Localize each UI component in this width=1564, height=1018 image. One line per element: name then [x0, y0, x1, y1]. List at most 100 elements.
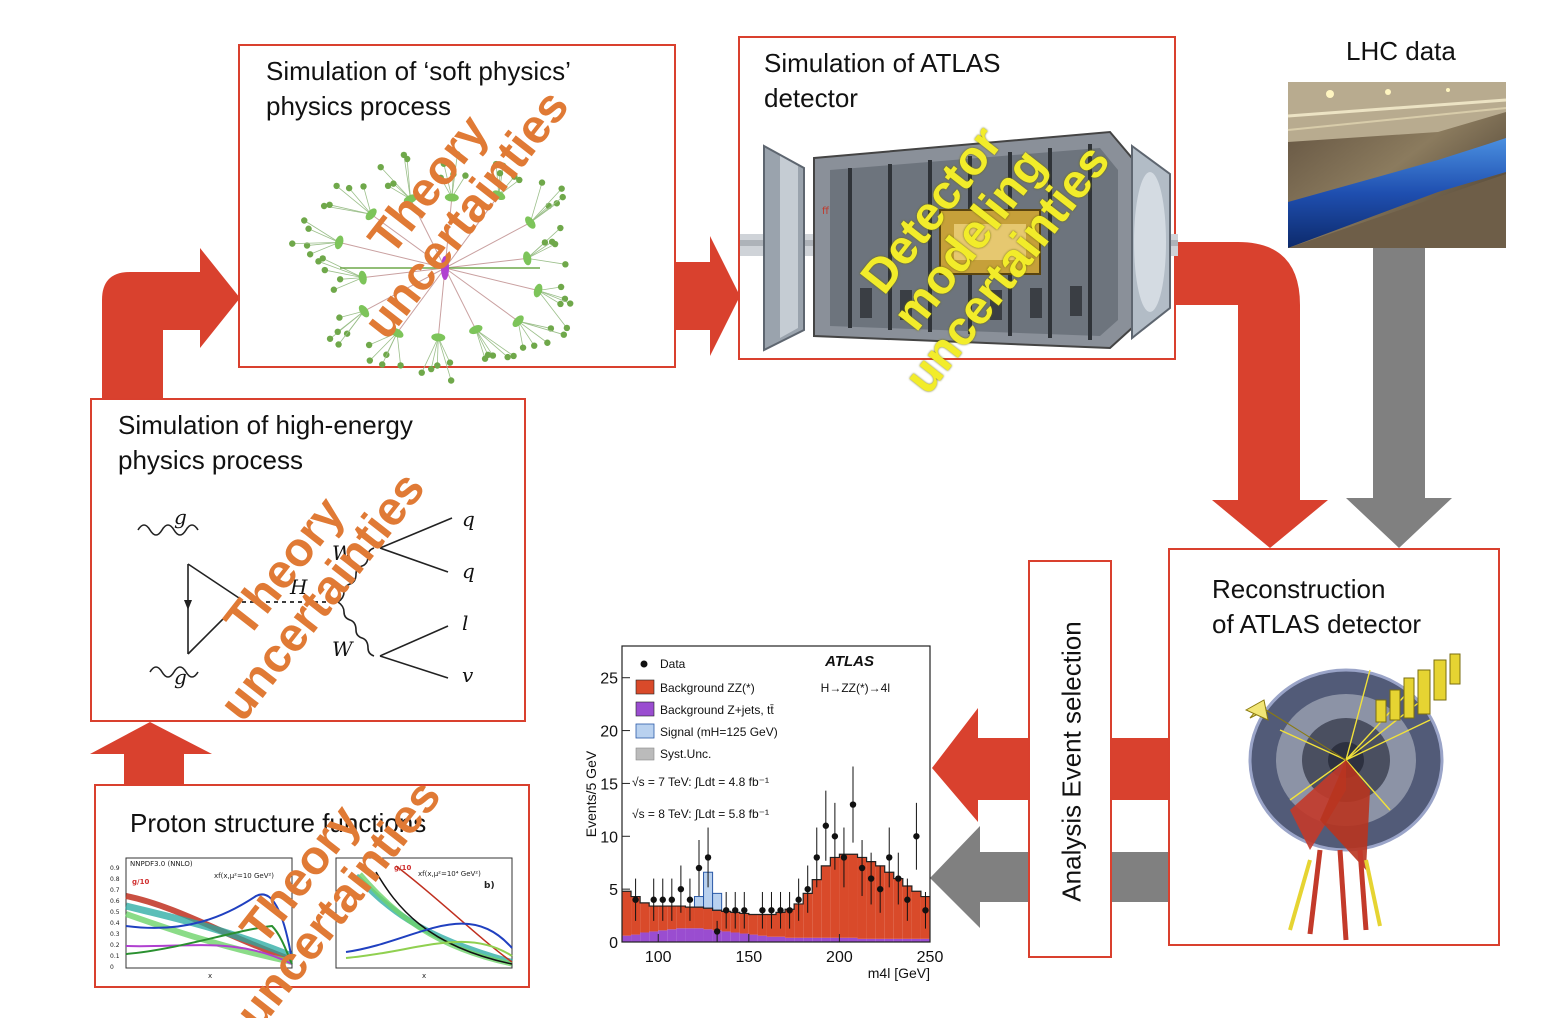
shower-leaf — [560, 331, 568, 338]
shower-leaf — [360, 183, 367, 190]
bar-bkg-zjets — [866, 938, 876, 942]
bar-bkg-zjets — [821, 937, 831, 942]
xtick-label: 150 — [735, 949, 762, 966]
soft-physics-title: Simulation of ‘soft physics’ physics pro… — [266, 54, 571, 124]
shower-leaf — [334, 328, 341, 336]
high-energy-title: Simulation of high-energy physics proces… — [118, 408, 413, 478]
shower-leaf — [541, 239, 549, 246]
analysis-title: Analysis Event selection — [1056, 621, 1087, 902]
shower-twig — [537, 290, 568, 329]
pdf-right-tag: b) — [484, 881, 495, 891]
shower-leaf — [437, 174, 445, 182]
bar-bkg-zjets — [748, 934, 758, 942]
shower-twig — [309, 241, 340, 255]
bar-bkg-zjets — [884, 938, 894, 942]
bar-bkg-zjets — [730, 932, 740, 942]
bkg-outline — [622, 853, 930, 916]
shower-twig — [537, 290, 561, 305]
shower-twig — [527, 257, 566, 265]
label-W-bottom: W — [332, 637, 354, 661]
shower-vertex — [431, 333, 446, 342]
pdf-left-ytick: 0 — [110, 964, 114, 971]
shower-leaf — [492, 160, 500, 168]
parton-shower-graph — [289, 151, 574, 384]
data-point — [840, 854, 848, 861]
shower-leaf — [301, 217, 308, 224]
flow-arrow-analysis-to-plot-gray — [930, 826, 1028, 928]
label-g-top: g — [174, 505, 187, 529]
shower-leaf — [496, 170, 504, 177]
data-point — [904, 896, 911, 903]
bar-bkg-zjets — [658, 930, 668, 942]
shower-leaf — [306, 251, 314, 258]
legend-bkg-zz-swatch — [635, 679, 655, 695]
shower-leaf — [390, 180, 397, 187]
bar-bkg-zjets — [757, 935, 767, 942]
bar-signal — [693, 896, 705, 908]
data-point — [732, 907, 739, 914]
pdf-left-g10: g/10 — [132, 878, 149, 886]
shower-twig — [517, 320, 548, 344]
data-point — [786, 907, 793, 914]
shower-leaf — [519, 344, 527, 351]
shower-twig — [333, 277, 363, 291]
bar-bkg-zjets — [622, 935, 632, 942]
shower-vertex — [469, 325, 483, 335]
data-point — [759, 907, 766, 914]
ytick-label: 5 — [609, 882, 618, 899]
shower-branch — [444, 257, 528, 269]
shower-leaf — [557, 224, 564, 232]
shower-twig — [527, 241, 553, 259]
flow-arrow-analysis-to-plot-red — [932, 708, 1028, 822]
shower-leaf — [516, 176, 523, 184]
shower-vertex — [403, 194, 418, 204]
shower-leaf — [481, 355, 489, 362]
pdf-left-ytick: 0.1 — [110, 953, 120, 960]
shower-leaf — [345, 184, 353, 192]
shower-twig — [381, 332, 398, 365]
shower-leaf — [303, 242, 311, 249]
shower-leaf — [400, 151, 408, 159]
shower-leaf — [384, 182, 392, 190]
flow-arrow-proton-to-highenergy — [90, 722, 212, 786]
shower-leaf — [330, 286, 338, 293]
bar-bkg-zjets — [776, 936, 786, 942]
soft-physics-title-line2: physics process — [266, 91, 451, 121]
shower-twig — [475, 329, 494, 356]
bar-signal — [712, 892, 723, 911]
shower-twig — [495, 164, 500, 196]
ytick-label: 10 — [600, 829, 618, 846]
shower-twig — [337, 310, 365, 333]
shower-twig — [304, 220, 340, 243]
legend-bkg-zjets-swatch — [635, 701, 655, 717]
shower-branch — [362, 267, 446, 279]
gluon-top — [137, 524, 199, 536]
shower-twig — [530, 196, 563, 223]
w-bottom — [337, 601, 375, 657]
shower-vertex — [523, 251, 532, 266]
xtick-label: 200 — [826, 949, 853, 966]
bar-bkg-zz — [893, 878, 903, 939]
shower-twig — [406, 158, 411, 200]
pdf-right-g10: g/10 — [394, 864, 411, 872]
bar-bkg-zz — [640, 902, 650, 933]
shower-vertex — [492, 190, 506, 201]
data-point — [804, 885, 811, 893]
shower-vertex — [358, 270, 367, 285]
shower-vertex — [365, 208, 377, 221]
bar-bkg-zjets — [875, 938, 885, 942]
flow-arrow-reco-to-analysis-gray — [1112, 852, 1168, 902]
shower-leaf — [377, 163, 384, 171]
shower-twig — [443, 163, 453, 198]
shower-leaf — [531, 342, 538, 349]
shower-twig — [437, 337, 452, 381]
shower-vertex — [390, 327, 404, 338]
bar-bkg-zjets — [920, 938, 930, 942]
shower-leaf — [440, 160, 448, 167]
flow-arrow-soft-to-atlas — [676, 236, 740, 356]
legend-syst-swatch — [635, 747, 655, 761]
bar-bkg-zjets — [676, 928, 686, 942]
shower-leaf — [379, 361, 386, 368]
legend-signal-swatch — [635, 723, 655, 739]
